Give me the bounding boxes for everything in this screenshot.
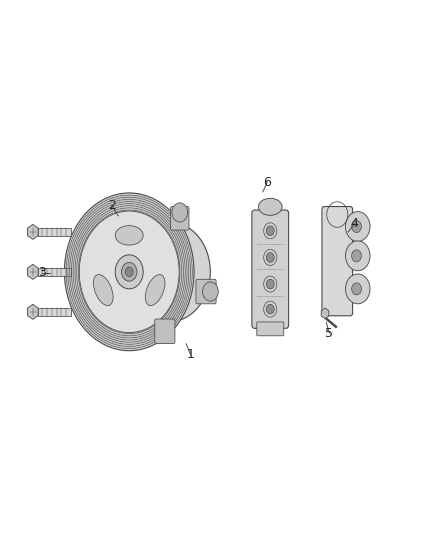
Circle shape bbox=[352, 283, 361, 295]
Circle shape bbox=[64, 193, 194, 351]
Circle shape bbox=[346, 241, 370, 271]
Polygon shape bbox=[28, 264, 38, 279]
Circle shape bbox=[346, 274, 370, 304]
Circle shape bbox=[79, 211, 179, 333]
Text: 5: 5 bbox=[325, 327, 333, 340]
FancyBboxPatch shape bbox=[322, 206, 353, 316]
Circle shape bbox=[266, 226, 274, 236]
Circle shape bbox=[121, 262, 137, 281]
Text: 3: 3 bbox=[38, 266, 46, 279]
FancyBboxPatch shape bbox=[252, 210, 289, 328]
FancyBboxPatch shape bbox=[196, 279, 216, 304]
FancyBboxPatch shape bbox=[170, 207, 189, 230]
Circle shape bbox=[115, 255, 143, 289]
Circle shape bbox=[128, 222, 210, 322]
Circle shape bbox=[202, 282, 218, 301]
Ellipse shape bbox=[258, 198, 282, 215]
Circle shape bbox=[266, 304, 274, 314]
Polygon shape bbox=[28, 224, 38, 239]
Ellipse shape bbox=[115, 225, 143, 245]
Polygon shape bbox=[28, 304, 38, 319]
FancyBboxPatch shape bbox=[155, 319, 175, 344]
Text: 4: 4 bbox=[351, 217, 359, 230]
Polygon shape bbox=[38, 308, 71, 316]
Circle shape bbox=[172, 203, 187, 222]
Text: 6: 6 bbox=[263, 176, 271, 189]
Circle shape bbox=[266, 279, 274, 289]
Circle shape bbox=[352, 250, 361, 262]
Text: 2: 2 bbox=[108, 199, 116, 212]
Polygon shape bbox=[38, 228, 71, 236]
Ellipse shape bbox=[93, 274, 113, 305]
Text: 1: 1 bbox=[187, 348, 194, 361]
Polygon shape bbox=[38, 268, 71, 276]
Circle shape bbox=[352, 221, 361, 232]
Circle shape bbox=[346, 212, 370, 241]
Circle shape bbox=[266, 253, 274, 262]
Polygon shape bbox=[321, 308, 329, 319]
FancyBboxPatch shape bbox=[257, 322, 284, 336]
Ellipse shape bbox=[145, 274, 165, 305]
Circle shape bbox=[125, 267, 133, 277]
Ellipse shape bbox=[124, 199, 147, 345]
